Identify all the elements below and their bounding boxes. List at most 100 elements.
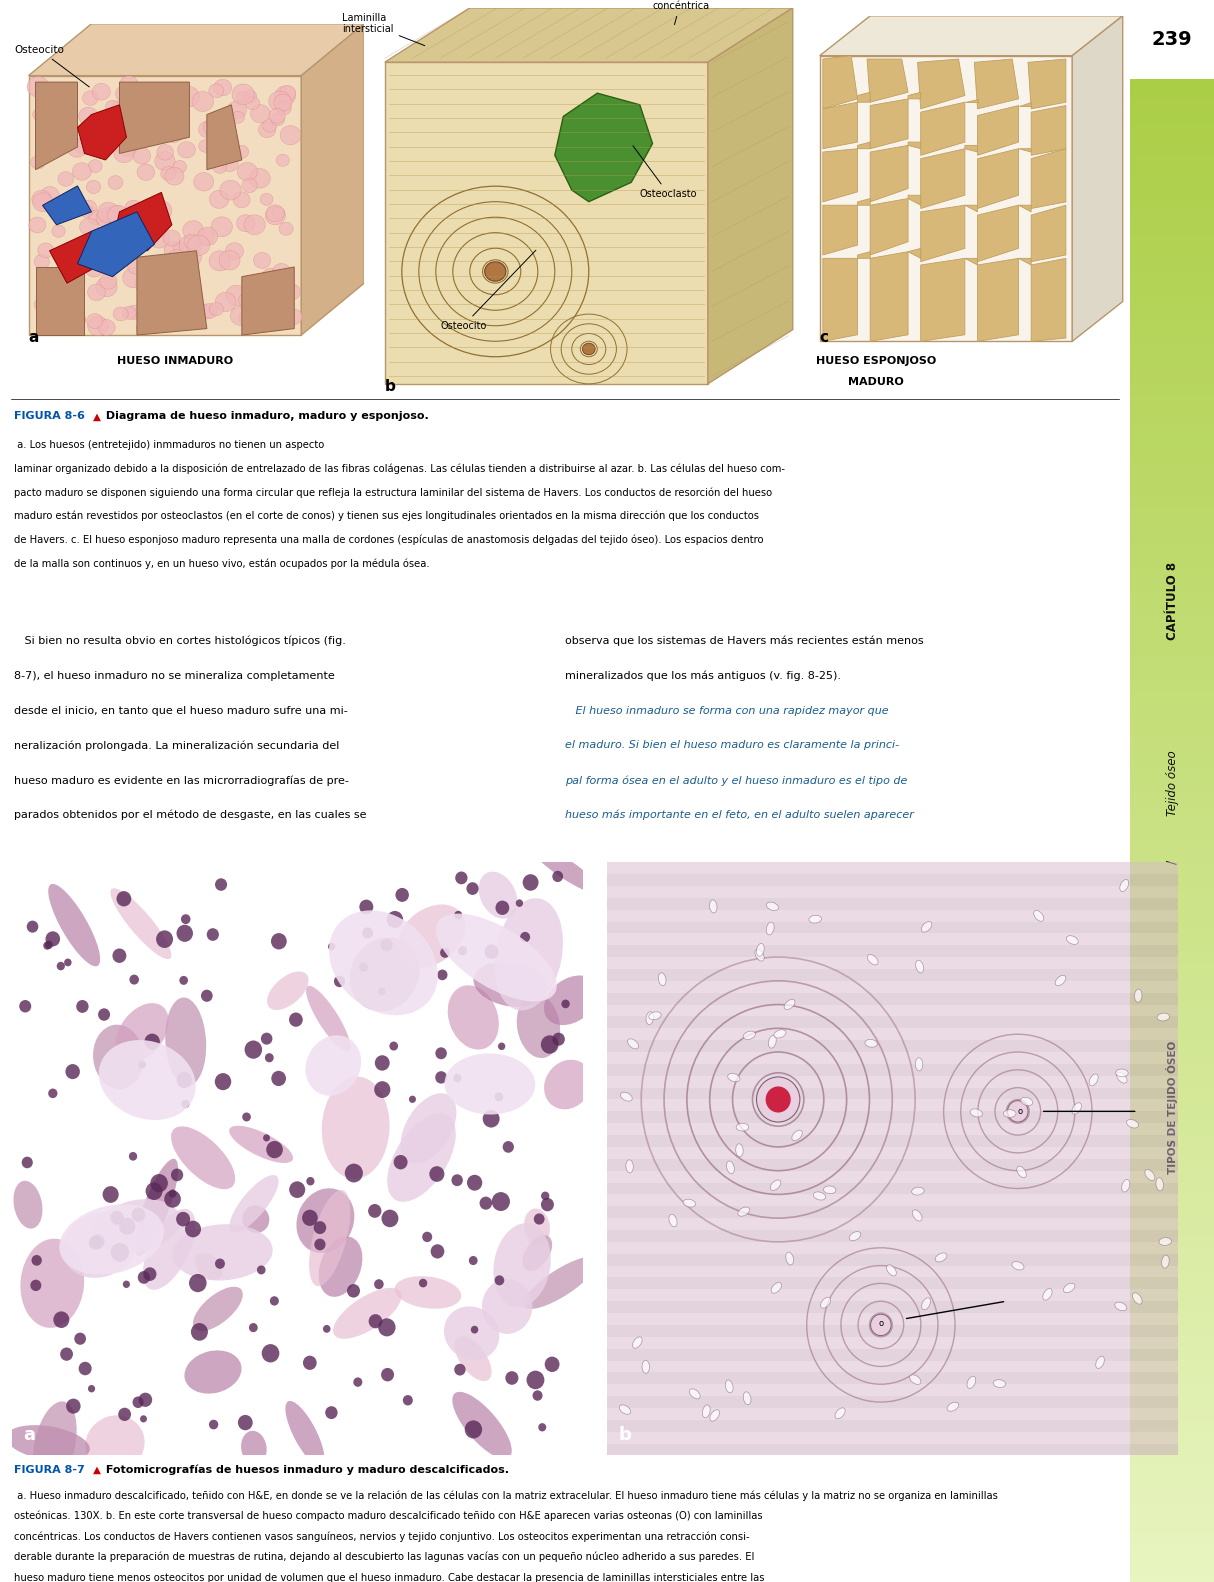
Circle shape <box>29 217 46 233</box>
Circle shape <box>209 302 223 315</box>
Bar <box>1130 0 1214 79</box>
Text: o: o <box>1017 1107 1022 1115</box>
Circle shape <box>552 870 563 883</box>
Text: derable durante la preparación de muestras de rutina, dejando al descubierto las: derable durante la preparación de muestr… <box>13 1552 754 1563</box>
Circle shape <box>107 134 125 150</box>
Circle shape <box>164 1190 181 1207</box>
Circle shape <box>58 171 74 187</box>
Circle shape <box>1008 1101 1028 1122</box>
Circle shape <box>86 180 101 193</box>
Circle shape <box>83 90 98 106</box>
Ellipse shape <box>267 971 308 1009</box>
Ellipse shape <box>401 1093 456 1164</box>
Circle shape <box>87 285 106 301</box>
Circle shape <box>163 229 181 247</box>
Bar <box>607 1111 1178 1123</box>
Ellipse shape <box>1096 1356 1105 1368</box>
Bar <box>607 1348 1178 1361</box>
Text: MADURO: MADURO <box>849 377 903 386</box>
Circle shape <box>302 1210 318 1226</box>
Circle shape <box>289 1182 305 1198</box>
Circle shape <box>110 101 130 119</box>
Circle shape <box>249 169 271 188</box>
Ellipse shape <box>62 1212 137 1278</box>
Circle shape <box>157 93 174 109</box>
Polygon shape <box>857 252 870 258</box>
Circle shape <box>221 155 238 172</box>
Circle shape <box>204 119 222 136</box>
Circle shape <box>154 152 175 171</box>
Circle shape <box>494 1093 504 1101</box>
Polygon shape <box>35 82 78 169</box>
Ellipse shape <box>242 1430 267 1465</box>
Circle shape <box>113 949 126 963</box>
Circle shape <box>381 1368 395 1381</box>
Circle shape <box>132 1397 143 1408</box>
Circle shape <box>541 1198 554 1212</box>
Circle shape <box>159 117 174 130</box>
Circle shape <box>89 1236 102 1250</box>
Circle shape <box>138 1392 152 1406</box>
Circle shape <box>211 217 232 237</box>
Circle shape <box>49 1088 57 1098</box>
Bar <box>607 921 1178 933</box>
Circle shape <box>171 1169 183 1182</box>
Circle shape <box>422 1232 432 1242</box>
Circle shape <box>250 104 271 123</box>
Ellipse shape <box>165 998 206 1085</box>
Circle shape <box>89 160 102 172</box>
Circle shape <box>176 1073 192 1088</box>
Circle shape <box>119 1218 136 1236</box>
Polygon shape <box>870 252 908 342</box>
Circle shape <box>180 236 202 256</box>
Circle shape <box>89 210 103 225</box>
Bar <box>607 1028 1178 1041</box>
Text: mineralizados que los más antiguos (v. fig. 8-25).: mineralizados que los más antiguos (v. f… <box>566 671 841 682</box>
Text: Laminilla
intersticial: Laminilla intersticial <box>342 13 425 46</box>
Circle shape <box>138 288 154 302</box>
Bar <box>607 1361 1178 1372</box>
Bar <box>607 1123 1178 1136</box>
Circle shape <box>353 1378 362 1387</box>
Circle shape <box>45 932 59 946</box>
Ellipse shape <box>1033 910 1044 921</box>
Circle shape <box>52 296 67 308</box>
Circle shape <box>188 236 210 256</box>
Bar <box>607 1408 1178 1421</box>
Circle shape <box>271 114 284 125</box>
Ellipse shape <box>1156 1177 1163 1191</box>
Bar <box>607 1158 1178 1171</box>
Ellipse shape <box>886 1264 896 1277</box>
Circle shape <box>106 100 120 114</box>
Ellipse shape <box>529 843 602 894</box>
Circle shape <box>52 247 69 263</box>
Circle shape <box>98 1008 110 1020</box>
Ellipse shape <box>849 1232 861 1240</box>
Circle shape <box>374 1280 384 1289</box>
Circle shape <box>183 221 204 240</box>
Circle shape <box>38 244 53 258</box>
Circle shape <box>73 163 91 180</box>
Polygon shape <box>242 267 294 335</box>
Bar <box>607 1432 1178 1443</box>
Ellipse shape <box>766 922 775 935</box>
Circle shape <box>262 272 279 288</box>
Circle shape <box>163 122 185 142</box>
Circle shape <box>181 914 191 924</box>
Ellipse shape <box>1066 935 1078 944</box>
Ellipse shape <box>135 1158 178 1256</box>
Circle shape <box>27 921 39 933</box>
Circle shape <box>285 308 302 324</box>
Ellipse shape <box>436 914 557 1001</box>
Ellipse shape <box>709 900 717 913</box>
Circle shape <box>108 176 123 190</box>
Circle shape <box>244 1041 262 1058</box>
Ellipse shape <box>912 1186 924 1194</box>
Text: ▲: ▲ <box>92 1465 101 1474</box>
Ellipse shape <box>935 1253 947 1262</box>
Circle shape <box>304 1356 317 1370</box>
Circle shape <box>262 288 279 304</box>
Circle shape <box>85 261 103 277</box>
Circle shape <box>115 226 137 247</box>
Bar <box>607 944 1178 957</box>
